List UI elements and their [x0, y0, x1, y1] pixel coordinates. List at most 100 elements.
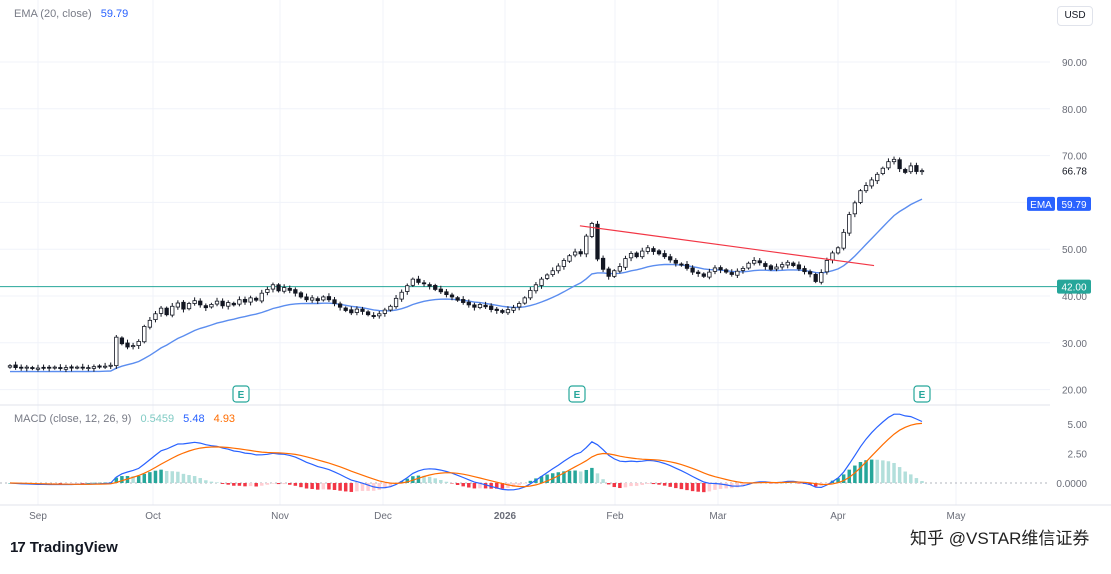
ema-legend[interactable]: EMA (20, close) 59.79 — [14, 8, 134, 20]
macd-histogram-bar — [858, 462, 863, 483]
macd-histogram-bar — [774, 483, 779, 484]
candle-body — [192, 300, 197, 304]
candle-body — [533, 284, 539, 292]
candle-body — [231, 302, 236, 306]
candle-body — [612, 270, 617, 277]
candle-body — [897, 159, 902, 170]
candle-body — [35, 367, 41, 370]
macd-histogram-bar — [315, 483, 320, 490]
time-tick-label: Feb — [606, 511, 624, 522]
candle-body — [220, 300, 225, 307]
candle-body — [696, 271, 701, 274]
macd-histogram-bar — [853, 465, 857, 483]
candle-body — [226, 302, 231, 307]
ema-legend-label: EMA (20, close) — [14, 8, 92, 20]
macd-histogram-bar — [366, 483, 370, 491]
candle-body — [595, 223, 600, 260]
macd-histogram-bar — [634, 483, 639, 486]
candle-body — [656, 250, 662, 255]
macd-histogram-bar — [136, 475, 141, 483]
price-tick-label: 20.00 — [1062, 386, 1087, 397]
macd-legend-label: MACD (close, 12, 26, 9) — [14, 413, 132, 425]
earnings-marker-letter: E — [574, 390, 581, 401]
time-tick-label: May — [947, 511, 966, 522]
macd-histogram-bar — [674, 483, 678, 489]
candle-body — [349, 309, 354, 314]
candle-body — [494, 308, 499, 311]
trendline[interactable] — [579, 225, 875, 267]
candle-body — [556, 265, 561, 272]
macd-histogram-bar — [97, 482, 102, 484]
watermark: 知乎 @VSTAR维信证券 — [910, 529, 1090, 548]
earnings-marker[interactable]: E — [232, 385, 250, 403]
earnings-marker[interactable]: E — [913, 385, 931, 403]
candle-body — [270, 284, 276, 290]
candle-body — [259, 292, 264, 302]
candle-body — [863, 185, 869, 192]
macd-histogram-bar — [405, 478, 409, 483]
candle-body — [819, 272, 824, 283]
macd-histogram-bar — [651, 483, 656, 485]
earnings-marker[interactable]: E — [568, 385, 586, 403]
macd-histogram-bar — [517, 483, 521, 486]
candle-body — [572, 251, 578, 256]
macd-tick-label: 0.0000 — [1056, 479, 1087, 490]
macd-histogram-bar — [288, 483, 292, 485]
currency-button[interactable]: USD — [1057, 6, 1093, 26]
candle-body — [287, 287, 292, 291]
candle-body — [875, 173, 880, 182]
candle-body — [108, 364, 113, 367]
macd-histogram-bar — [444, 481, 449, 483]
candle-body — [410, 278, 415, 286]
macd-histogram-bar — [310, 483, 314, 490]
candle-body — [337, 303, 343, 308]
macd-histogram-bar — [304, 483, 309, 489]
macd-histogram-bar — [299, 483, 303, 488]
macd-histogram-bar — [355, 483, 359, 492]
macd-histogram-bar — [718, 483, 723, 489]
candle-body — [58, 367, 63, 369]
candle-body — [130, 345, 136, 348]
ema-line[interactable] — [10, 198, 923, 373]
candle-body — [701, 273, 706, 277]
candle-body — [326, 296, 332, 301]
candle-body — [153, 313, 158, 320]
macd-pane[interactable] — [0, 413, 1050, 493]
earnings-marker-letter: E — [919, 390, 926, 401]
candle-body — [500, 310, 505, 313]
candle-body — [24, 366, 29, 369]
price-axis[interactable]: 20.0030.0040.0050.0060.0070.0080.0090.00… — [1056, 58, 1087, 490]
candle-body — [298, 292, 304, 298]
tradingview-logo[interactable]: 17 TradingView — [10, 539, 118, 556]
macd-histogram-bar — [836, 478, 840, 483]
candle-body — [438, 288, 443, 293]
earnings-marker-letter: E — [238, 390, 245, 401]
macd-histogram-bar — [595, 473, 600, 483]
time-tick-label: 2026 — [494, 511, 517, 522]
macd-histogram-bar — [226, 483, 230, 485]
macd-histogram-bar — [528, 480, 533, 483]
macd-histogram-bar — [399, 481, 404, 483]
candle-body — [265, 289, 270, 293]
time-axis[interactable]: Sep Oct Nov Dec 2026 Feb Mar Apr May — [29, 511, 965, 522]
candle-body — [198, 300, 203, 306]
macd-histogram-bar — [483, 483, 488, 489]
candles-series[interactable] — [7, 156, 925, 373]
price-tick-label: 80.00 — [1062, 105, 1087, 116]
candle-body — [600, 257, 606, 270]
macd-histogram-bar — [338, 483, 342, 491]
candle-body — [405, 285, 410, 292]
macd-legend[interactable]: MACD (close, 12, 26, 9) 0.5459 5.48 4.93 — [14, 413, 241, 425]
candle-body — [578, 251, 583, 255]
candle-body — [886, 161, 891, 169]
candle-body — [746, 262, 751, 269]
macd-histogram-bar — [343, 483, 348, 492]
candle-body — [377, 313, 382, 317]
price-tick-label: 50.00 — [1062, 245, 1087, 256]
candle-body — [824, 260, 830, 273]
macd-histogram-bar — [388, 483, 393, 487]
macd-histogram-bar — [120, 476, 124, 483]
ema-badge-value: 59.79 — [1061, 200, 1086, 211]
